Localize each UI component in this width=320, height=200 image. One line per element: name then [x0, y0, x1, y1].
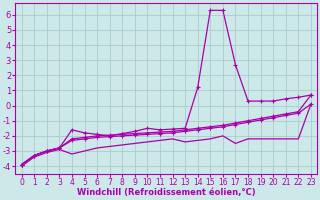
X-axis label: Windchill (Refroidissement éolien,°C): Windchill (Refroidissement éolien,°C) — [77, 188, 256, 197]
